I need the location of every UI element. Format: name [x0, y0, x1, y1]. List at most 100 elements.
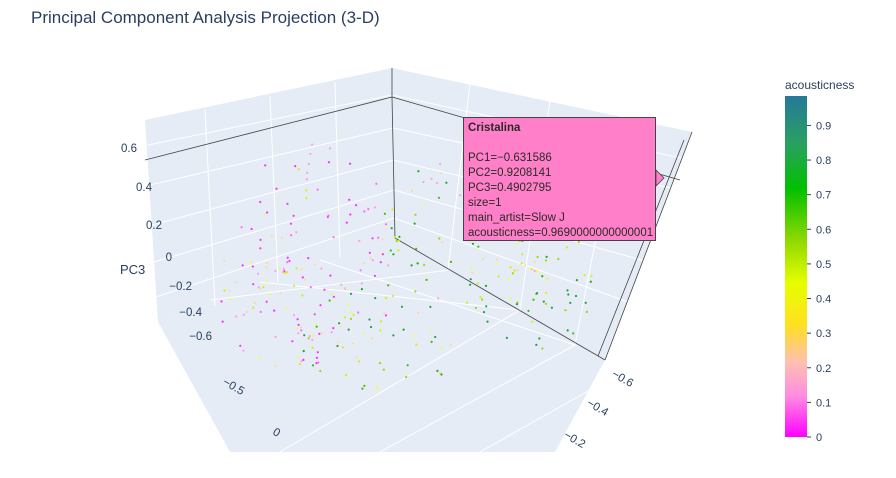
data-point[interactable]	[545, 255, 548, 258]
data-point[interactable]	[223, 289, 226, 292]
data-point[interactable]	[363, 210, 366, 213]
data-point[interactable]	[430, 177, 433, 180]
data-point[interactable]	[469, 283, 472, 286]
data-point[interactable]	[373, 206, 376, 209]
data-point[interactable]	[336, 341, 339, 344]
data-point[interactable]	[590, 275, 593, 278]
data-point[interactable]	[251, 265, 254, 268]
data-point[interactable]	[416, 311, 420, 314]
data-point[interactable]	[387, 264, 390, 267]
data-point[interactable]	[535, 343, 538, 346]
data-point[interactable]	[371, 259, 374, 262]
data-point[interactable]	[414, 213, 417, 216]
data-point[interactable]	[286, 202, 289, 205]
data-point[interactable]	[392, 334, 395, 337]
data-point[interactable]	[569, 301, 572, 304]
data-point[interactable]	[311, 364, 315, 367]
data-point[interactable]	[381, 253, 384, 256]
data-point[interactable]	[292, 214, 295, 217]
data-point[interactable]	[536, 255, 539, 259]
data-point[interactable]	[508, 277, 511, 280]
data-point[interactable]	[415, 343, 418, 346]
data-point[interactable]	[303, 278, 306, 281]
data-point[interactable]	[388, 283, 391, 286]
data-point[interactable]	[470, 266, 473, 269]
data-point[interactable]	[311, 143, 314, 146]
data-point[interactable]	[283, 271, 286, 275]
data-point[interactable]	[252, 306, 255, 309]
data-point[interactable]	[533, 260, 536, 263]
data-point[interactable]	[392, 253, 395, 256]
data-point[interactable]	[359, 269, 362, 272]
data-point[interactable]	[440, 347, 443, 350]
data-point[interactable]	[363, 384, 366, 387]
data-point[interactable]	[373, 274, 376, 277]
data-point[interactable]	[379, 329, 382, 332]
data-point[interactable]	[572, 332, 575, 335]
data-point[interactable]	[423, 263, 426, 266]
data-point[interactable]	[235, 315, 238, 318]
data-point[interactable]	[391, 294, 394, 298]
data-point[interactable]	[242, 349, 245, 352]
data-point[interactable]	[220, 300, 223, 303]
data-point[interactable]	[264, 164, 267, 167]
data-point[interactable]	[315, 362, 318, 365]
data-point[interactable]	[296, 327, 299, 330]
data-point[interactable]	[301, 294, 304, 297]
data-point[interactable]	[351, 342, 354, 345]
data-point[interactable]	[311, 338, 314, 341]
data-point[interactable]	[298, 363, 301, 366]
data-point[interactable]	[415, 247, 418, 250]
data-point[interactable]	[402, 328, 405, 331]
data-point[interactable]	[274, 269, 277, 273]
data-point[interactable]	[384, 223, 388, 226]
data-point[interactable]	[566, 329, 569, 332]
data-point[interactable]	[258, 287, 262, 290]
data-point[interactable]	[319, 304, 322, 307]
data-point[interactable]	[449, 260, 452, 263]
data-point[interactable]	[282, 267, 285, 270]
data-point[interactable]	[393, 236, 396, 239]
data-point[interactable]	[414, 290, 417, 293]
data-point[interactable]	[228, 289, 231, 292]
data-point[interactable]	[332, 295, 335, 298]
data-point[interactable]	[355, 204, 358, 207]
data-point[interactable]	[259, 247, 262, 250]
data-point[interactable]	[440, 373, 443, 376]
data-point[interactable]	[266, 211, 269, 214]
data-point[interactable]	[377, 236, 380, 239]
data-point[interactable]	[358, 239, 361, 243]
data-point[interactable]	[436, 369, 439, 372]
data-point[interactable]	[481, 298, 484, 301]
data-point[interactable]	[307, 162, 310, 166]
data-point[interactable]	[505, 336, 508, 339]
data-point[interactable]	[438, 237, 441, 240]
data-point[interactable]	[328, 299, 331, 302]
data-point[interactable]	[371, 336, 374, 340]
data-point[interactable]	[495, 263, 498, 266]
data-point[interactable]	[541, 275, 544, 278]
data-point[interactable]	[314, 263, 317, 266]
data-point[interactable]	[574, 294, 578, 298]
data-point[interactable]	[286, 256, 289, 259]
data-point[interactable]	[341, 346, 344, 349]
data-point[interactable]	[318, 332, 321, 335]
data-point[interactable]	[329, 274, 332, 277]
data-point[interactable]	[437, 297, 440, 300]
data-point[interactable]	[296, 318, 299, 321]
data-point[interactable]	[240, 226, 243, 229]
data-point[interactable]	[316, 188, 319, 191]
data-point[interactable]	[300, 268, 303, 271]
data-point[interactable]	[535, 269, 538, 273]
data-point[interactable]	[369, 325, 373, 329]
data-point[interactable]	[384, 314, 388, 317]
data-point[interactable]	[413, 222, 416, 225]
data-point[interactable]	[297, 356, 300, 359]
data-point[interactable]	[585, 310, 589, 313]
data-point[interactable]	[482, 311, 486, 314]
data-point[interactable]	[565, 246, 569, 249]
data-point[interactable]	[252, 283, 255, 286]
data-point[interactable]	[410, 189, 414, 192]
data-point[interactable]	[375, 182, 378, 185]
